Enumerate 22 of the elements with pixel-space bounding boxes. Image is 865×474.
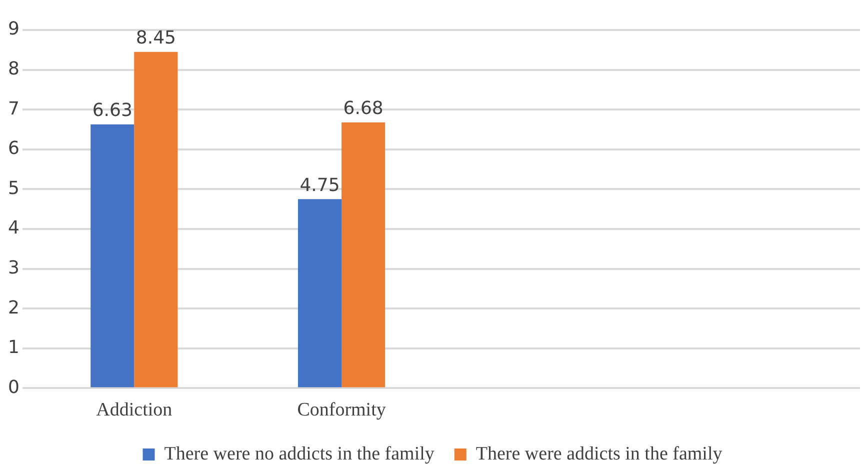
bar [134,52,178,388]
y-tick-label: 1 [8,337,20,358]
y-tick-label: 3 [8,257,20,278]
y-tick-label: 2 [8,297,20,318]
legend-label: There were no addicts in the family [164,443,435,464]
y-tick-label: 4 [8,218,20,239]
legend-label: There were addicts in the family [476,443,723,464]
y-tick-label: 9 [8,18,20,40]
y-tick-label: 6 [8,138,20,160]
data-label: 6.63 [92,100,132,121]
data-label: 4.75 [300,174,340,196]
x-tick-label: Addiction [96,400,173,421]
bar [342,122,386,388]
bar [298,199,342,388]
bar [90,124,134,388]
y-tick-label: 7 [8,98,20,120]
data-label: 6.68 [343,98,384,120]
y-tick-label: 8 [8,58,20,80]
y-tick-label: 0 [8,376,20,398]
data-label: 8.45 [136,28,176,49]
y-tick-label: 5 [8,178,20,199]
x-tick-label: Conformity [297,400,386,421]
